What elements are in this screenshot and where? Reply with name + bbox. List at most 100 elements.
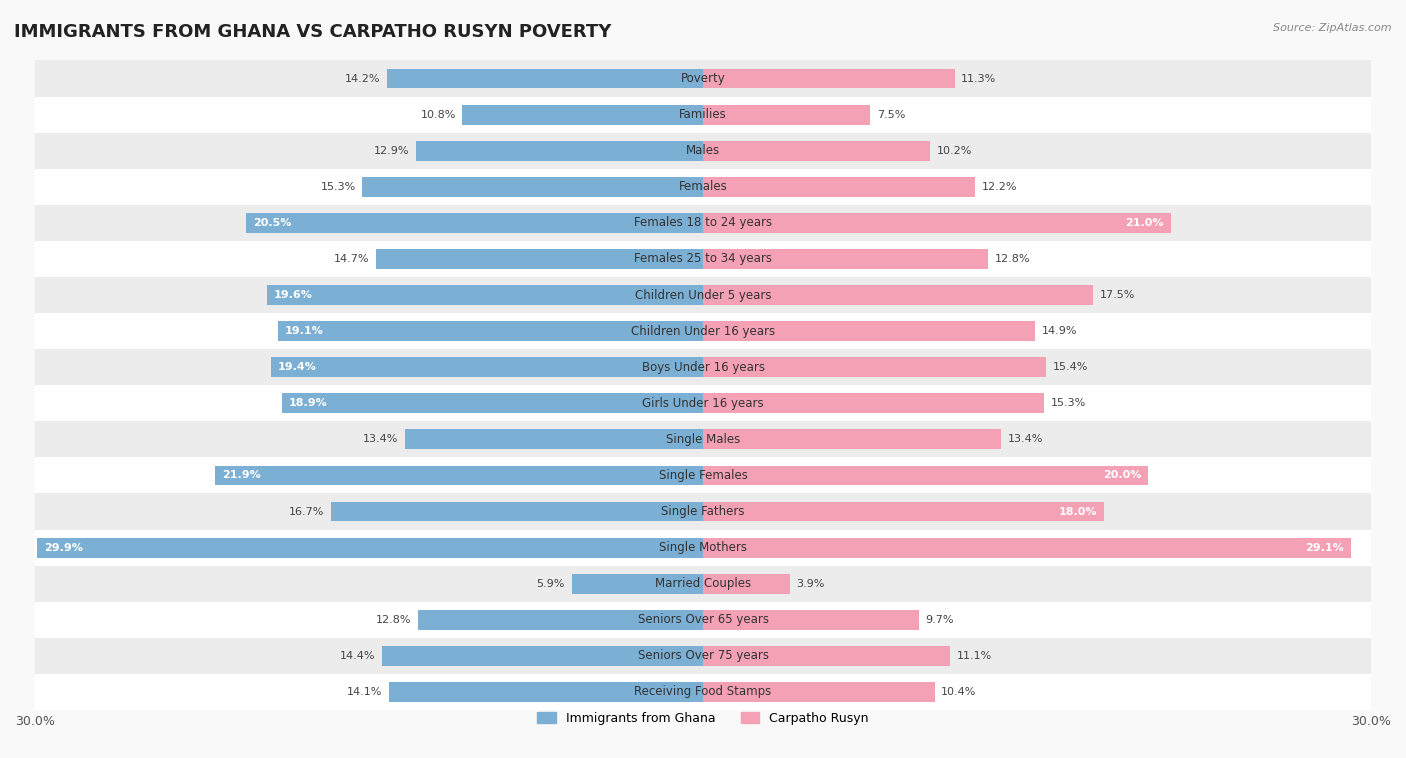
Bar <box>35 674 1371 710</box>
Text: Poverty: Poverty <box>681 72 725 85</box>
Text: 12.8%: 12.8% <box>375 615 412 625</box>
Bar <box>463 105 703 124</box>
Text: 10.4%: 10.4% <box>941 687 977 697</box>
Text: Single Fathers: Single Fathers <box>661 505 745 518</box>
Bar <box>572 574 703 594</box>
Text: 12.2%: 12.2% <box>981 182 1017 192</box>
Bar <box>35 421 1371 457</box>
Bar <box>35 61 1371 96</box>
Text: Married Couples: Married Couples <box>655 577 751 590</box>
Bar <box>35 457 1371 493</box>
Text: Receiving Food Stamps: Receiving Food Stamps <box>634 685 772 698</box>
Text: 18.0%: 18.0% <box>1059 506 1097 516</box>
Bar <box>267 285 703 305</box>
Bar <box>703 537 1351 558</box>
Bar <box>35 96 1371 133</box>
Text: 10.8%: 10.8% <box>420 110 456 120</box>
Text: Children Under 16 years: Children Under 16 years <box>631 324 775 337</box>
Bar <box>283 393 703 413</box>
Text: 21.0%: 21.0% <box>1125 218 1164 228</box>
Text: Seniors Over 75 years: Seniors Over 75 years <box>637 650 769 662</box>
Text: 20.5%: 20.5% <box>253 218 291 228</box>
Bar <box>389 682 703 702</box>
Text: 21.9%: 21.9% <box>222 471 260 481</box>
Bar <box>703 357 1046 377</box>
Bar <box>703 105 870 124</box>
Text: 5.9%: 5.9% <box>537 578 565 589</box>
Bar <box>703 68 955 89</box>
Text: 9.7%: 9.7% <box>925 615 955 625</box>
Bar <box>35 277 1371 313</box>
Text: 29.1%: 29.1% <box>1306 543 1344 553</box>
Text: 13.4%: 13.4% <box>363 434 398 444</box>
Bar <box>405 430 703 449</box>
Bar <box>703 610 920 630</box>
Text: Boys Under 16 years: Boys Under 16 years <box>641 361 765 374</box>
Bar <box>277 321 703 341</box>
Text: 19.6%: 19.6% <box>273 290 312 300</box>
Bar <box>703 141 931 161</box>
Bar <box>703 393 1043 413</box>
Text: 17.5%: 17.5% <box>1099 290 1135 300</box>
Text: 14.1%: 14.1% <box>347 687 382 697</box>
Bar <box>375 249 703 269</box>
Bar <box>35 133 1371 169</box>
Bar <box>35 169 1371 205</box>
Text: 15.3%: 15.3% <box>1050 398 1085 409</box>
Bar <box>246 213 703 233</box>
Text: Females: Females <box>679 180 727 193</box>
Text: 29.9%: 29.9% <box>44 543 83 553</box>
Bar <box>35 602 1371 637</box>
Bar <box>35 493 1371 530</box>
Text: Seniors Over 65 years: Seniors Over 65 years <box>637 613 769 626</box>
Text: 15.3%: 15.3% <box>321 182 356 192</box>
Bar <box>330 502 703 522</box>
Bar <box>387 68 703 89</box>
Bar <box>703 502 1104 522</box>
Bar <box>35 205 1371 241</box>
Text: 7.5%: 7.5% <box>877 110 905 120</box>
Bar <box>703 682 935 702</box>
Text: Families: Families <box>679 108 727 121</box>
Bar <box>35 385 1371 421</box>
Bar <box>418 610 703 630</box>
Bar <box>35 313 1371 349</box>
Bar <box>703 646 950 666</box>
Text: Males: Males <box>686 144 720 157</box>
Text: Females 18 to 24 years: Females 18 to 24 years <box>634 216 772 230</box>
Bar <box>215 465 703 485</box>
Bar <box>703 285 1092 305</box>
Text: 14.9%: 14.9% <box>1042 326 1077 336</box>
Text: 19.1%: 19.1% <box>284 326 323 336</box>
Bar <box>271 357 703 377</box>
Text: 11.3%: 11.3% <box>962 74 997 83</box>
Text: 11.1%: 11.1% <box>957 651 993 661</box>
Bar <box>703 249 988 269</box>
Text: 14.2%: 14.2% <box>344 74 380 83</box>
Bar <box>416 141 703 161</box>
Bar <box>703 430 1001 449</box>
Text: 13.4%: 13.4% <box>1008 434 1043 444</box>
Text: 18.9%: 18.9% <box>288 398 328 409</box>
Bar <box>703 321 1035 341</box>
Text: Children Under 5 years: Children Under 5 years <box>634 289 772 302</box>
Bar <box>35 565 1371 602</box>
Text: Girls Under 16 years: Girls Under 16 years <box>643 396 763 410</box>
Bar <box>703 574 790 594</box>
Text: 12.9%: 12.9% <box>374 146 409 155</box>
Text: IMMIGRANTS FROM GHANA VS CARPATHO RUSYN POVERTY: IMMIGRANTS FROM GHANA VS CARPATHO RUSYN … <box>14 23 612 41</box>
Text: Females 25 to 34 years: Females 25 to 34 years <box>634 252 772 265</box>
Text: Source: ZipAtlas.com: Source: ZipAtlas.com <box>1274 23 1392 33</box>
Text: 19.4%: 19.4% <box>277 362 316 372</box>
Text: 20.0%: 20.0% <box>1104 471 1142 481</box>
Bar <box>35 637 1371 674</box>
Bar <box>703 465 1149 485</box>
Text: Single Males: Single Males <box>666 433 740 446</box>
Text: 16.7%: 16.7% <box>290 506 325 516</box>
Bar <box>35 241 1371 277</box>
Text: 10.2%: 10.2% <box>936 146 972 155</box>
Bar <box>363 177 703 196</box>
Bar <box>703 177 974 196</box>
Text: Single Females: Single Females <box>658 469 748 482</box>
Bar <box>35 349 1371 385</box>
